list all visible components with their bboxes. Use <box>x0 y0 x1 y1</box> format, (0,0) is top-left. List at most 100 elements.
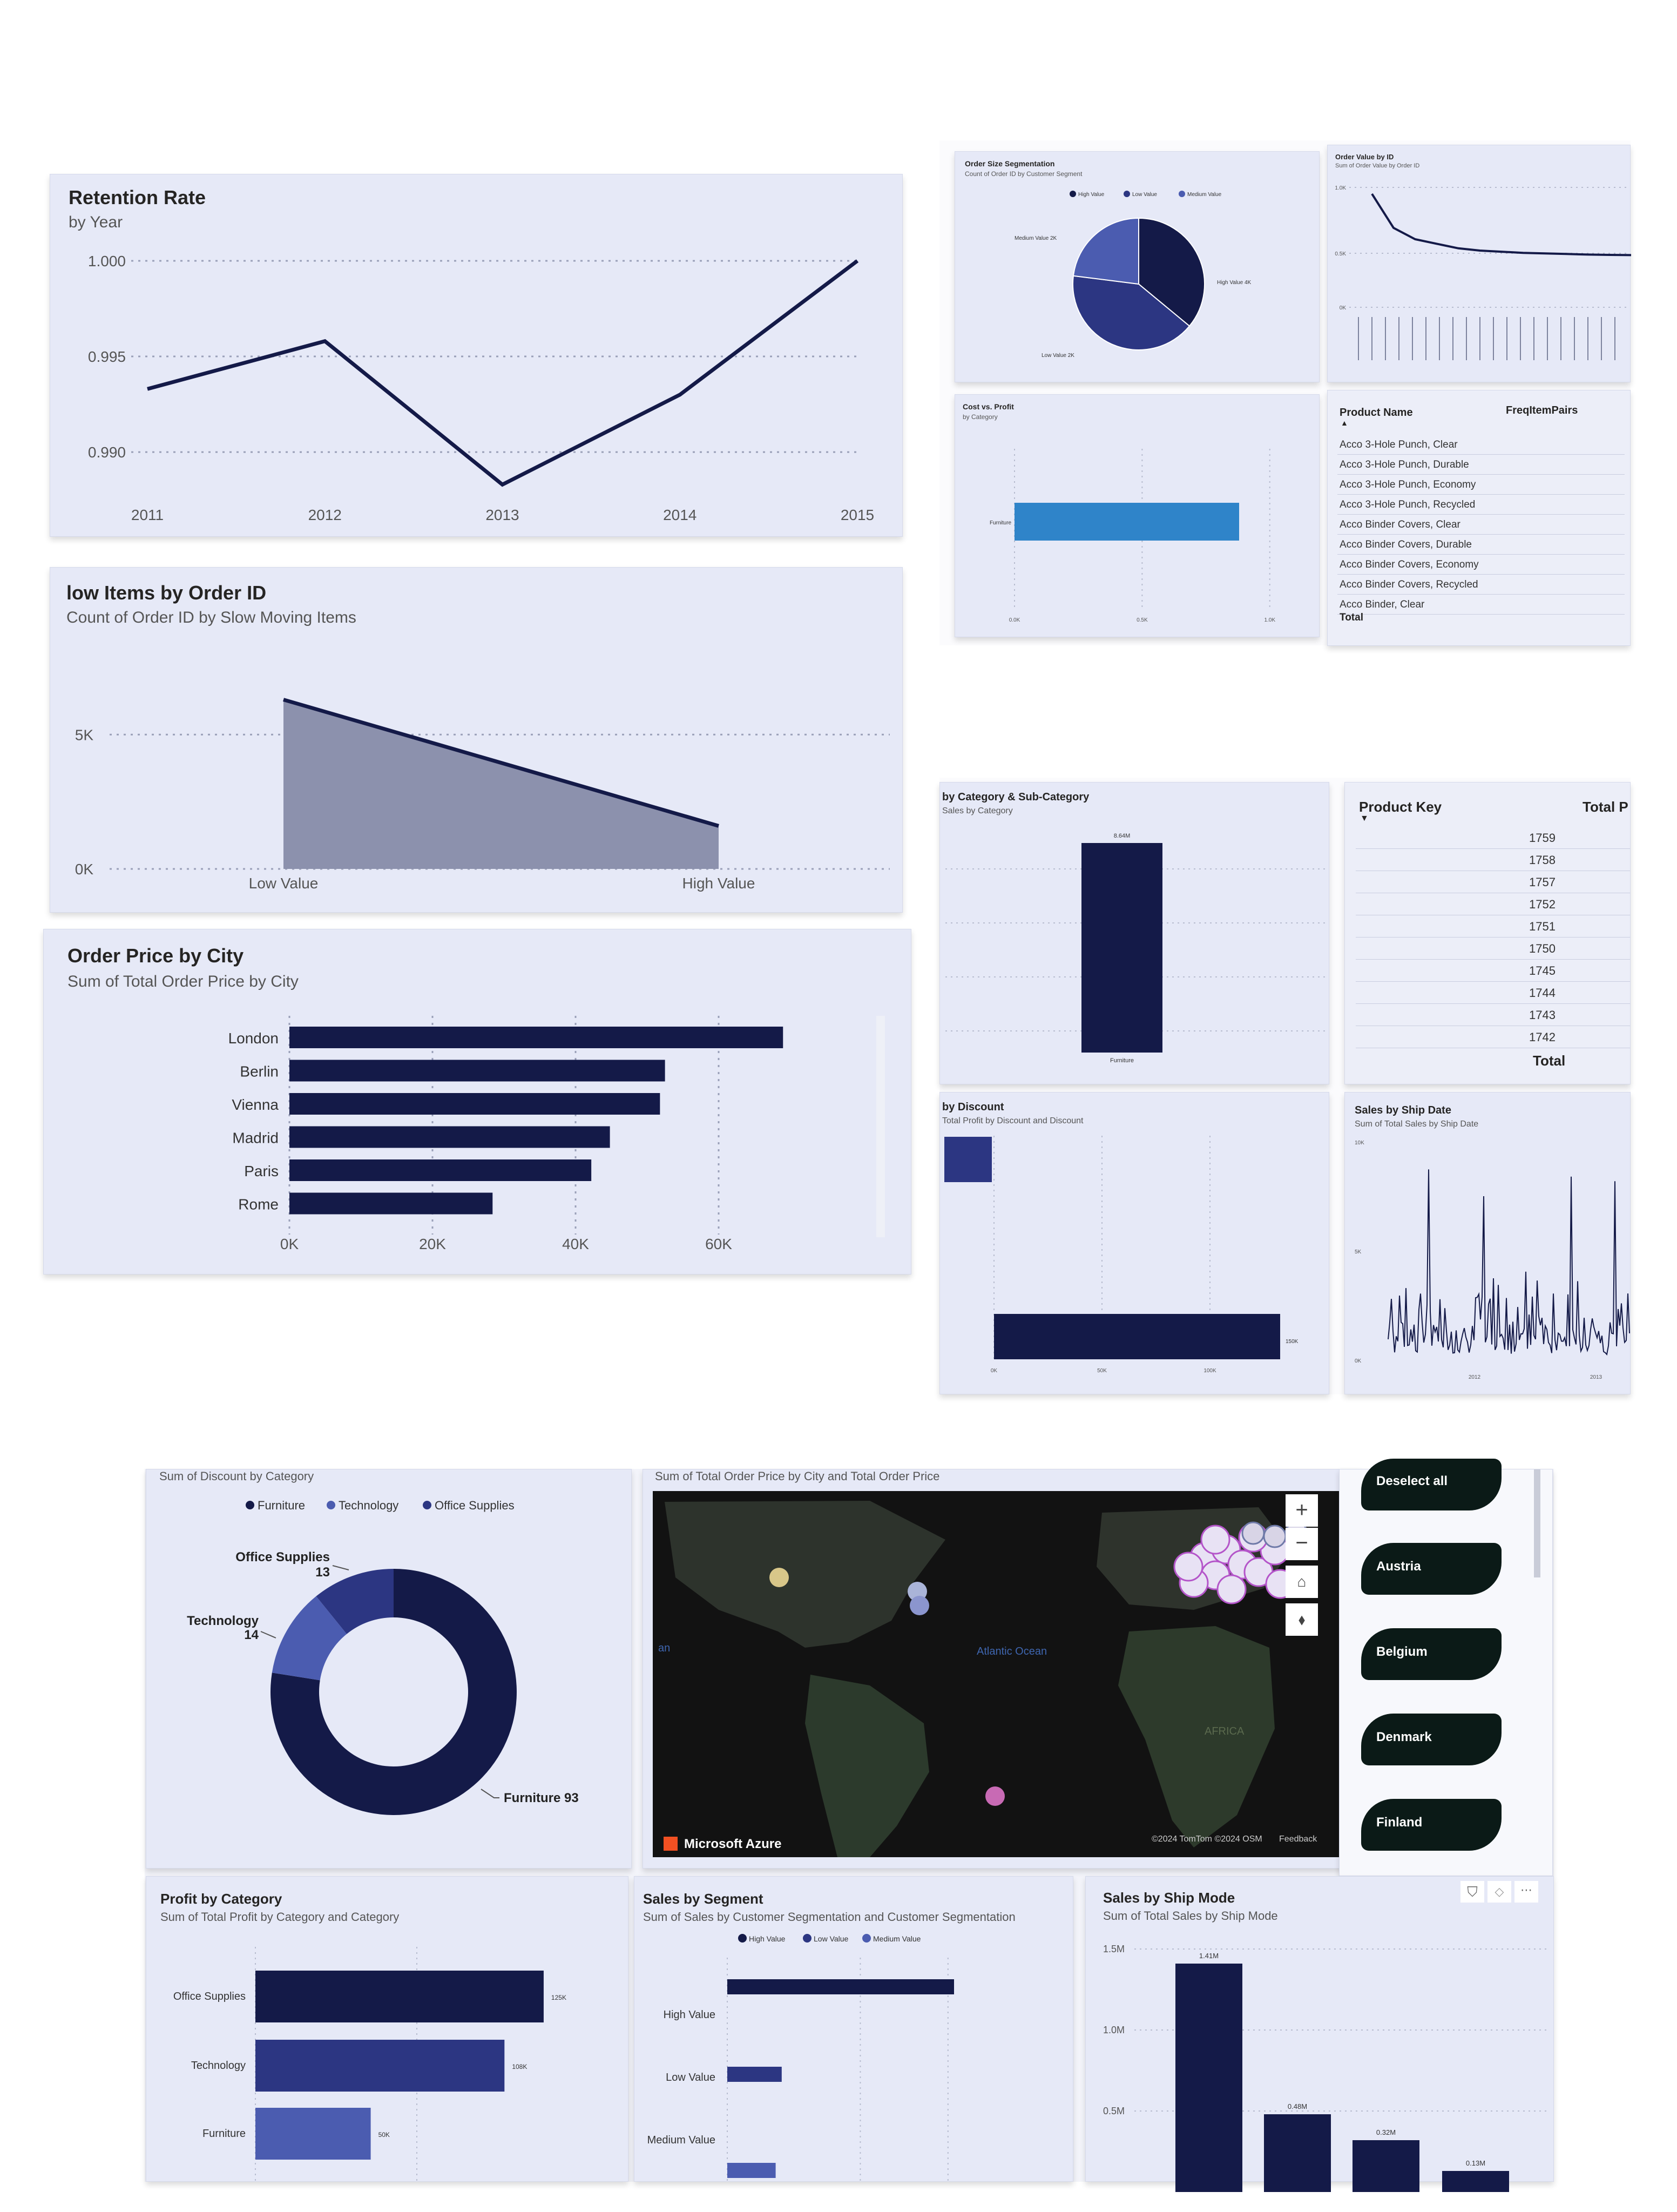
row-divider <box>1337 614 1625 615</box>
map-tilt-icon[interactable]: ⌂ <box>1286 1566 1318 1598</box>
data-label: 8.64M <box>1114 833 1131 839</box>
scrollbar-track <box>876 1016 885 1237</box>
profit-cat-subtitle: Sum of Total Profit by Category and Cate… <box>160 1910 400 1924</box>
slicer-scrollbar[interactable] <box>1534 1469 1540 1577</box>
product-key-row[interactable]: 1752 <box>1529 898 1556 911</box>
product-key-row[interactable]: 1759 <box>1529 831 1556 845</box>
row-divider <box>1337 554 1625 555</box>
map-brand: Microsoft Azure <box>684 1837 782 1851</box>
country-slicer-card[interactable]: Deselect all Austria Belgium Denmark Finlan… <box>1339 1459 1553 1876</box>
product-key-row[interactable]: 1750 <box>1529 942 1556 955</box>
order-value-card[interactable]: Order Value by ID Sum of Order Value by … <box>1327 145 1632 382</box>
pie-slice <box>1072 217 1139 285</box>
y-tick-label: 5K <box>1355 1249 1362 1255</box>
row-divider <box>1356 981 1630 982</box>
eraser-icon[interactable]: ◇ <box>1487 1881 1511 1903</box>
product-key-row[interactable]: 1744 <box>1529 986 1556 1000</box>
order-value-line <box>1371 193 1632 257</box>
freq-table-row[interactable]: Acco 3-Hole Punch, Recycled <box>1340 499 1476 510</box>
ship-mode-bar <box>1353 2140 1419 2192</box>
donut-value-tech: 14 <box>244 1628 259 1642</box>
freq-table-row[interactable]: Acco Binder, Clear <box>1340 599 1425 610</box>
map-zoom-out-button[interactable]: − <box>1286 1528 1318 1560</box>
city-bar <box>289 1126 610 1148</box>
profit-bar <box>255 2108 371 2160</box>
freq-table-row[interactable]: Acco 3-Hole Punch, Durable <box>1340 459 1469 470</box>
row-divider <box>1337 534 1625 535</box>
filter-icon[interactable]: ⛉ <box>1460 1881 1484 1903</box>
freq-table-row[interactable]: Acco Binder Covers, Recycled <box>1340 579 1478 590</box>
city-price-card[interactable]: Order Price by City Sum of Total Order P… <box>43 929 911 1274</box>
slicer-deselect-all[interactable]: Deselect all <box>1361 1459 1502 1510</box>
slicer-item-austria[interactable]: Austria <box>1361 1543 1502 1595</box>
product-key-header[interactable]: Product Key <box>1359 799 1442 815</box>
order-size-card[interactable]: Order Size Segmentation Count of Order I… <box>955 151 1320 382</box>
city-bar <box>289 1192 493 1215</box>
freq-table-card[interactable]: Product Name FreqItemPairs ▲ Acco 3-Hole… <box>1327 390 1631 646</box>
map-land-africa <box>1118 1626 1275 1847</box>
slicer-item-finland[interactable]: Finland <box>1361 1799 1502 1851</box>
y-tick-label: 0K <box>1340 305 1347 311</box>
sort-down-icon: ▼ <box>1360 814 1369 823</box>
product-key-row[interactable]: 1758 <box>1529 853 1556 867</box>
retention-rate-card[interactable]: Retention Rate by Year 1.000 0.995 0.990 20… <box>50 174 903 537</box>
freq-table-row[interactable]: Acco Binder Covers, Economy <box>1340 559 1479 570</box>
profit-cat-card[interactable]: Profit by Category Sum of Total Profit b… <box>146 1876 628 2182</box>
x-tick-label: 50K <box>1097 1368 1107 1374</box>
x-tick-label-placeholder <box>1533 317 1534 360</box>
discount-cat-subtitle: Sum of Discount by Category <box>159 1469 314 1483</box>
x-tick-label: 0K <box>991 1368 998 1374</box>
pie-data-label: High Value 4K <box>1217 280 1252 286</box>
freq-header-product[interactable]: Product Name <box>1340 407 1413 419</box>
profit-bar <box>255 2040 505 2092</box>
product-key-row[interactable]: 1751 <box>1529 920 1556 933</box>
row-divider <box>1356 959 1630 960</box>
city-bar <box>289 1060 665 1082</box>
ship-mode-card[interactable]: Sales by Ship Mode Sum of Total Sales by… <box>1085 1876 1554 2192</box>
legend-label: Furniture <box>258 1499 305 1512</box>
more-options-icon[interactable]: ⋯ <box>1514 1881 1538 1903</box>
segment-subtitle: Sum of Sales by Customer Segmentation an… <box>643 1910 1016 1924</box>
x-tick-label: Low Value <box>249 875 319 892</box>
freq-header-pairs[interactable]: FreqItemPairs <box>1506 404 1578 416</box>
x-tick-label-placeholder <box>1425 317 1426 360</box>
legend-dot <box>1179 191 1185 197</box>
freq-table-row[interactable]: Acco 3-Hole Punch, Clear <box>1340 439 1458 450</box>
slicer-item-belgium[interactable]: Belgium <box>1361 1628 1502 1680</box>
leader-line <box>481 1789 499 1798</box>
city-bar <box>289 1159 592 1181</box>
product-key-row[interactable]: 1745 <box>1529 964 1556 977</box>
discount-bar: 150K 0K 50K 100K <box>944 1136 1299 1374</box>
pie-data-label: Medium Value 2K <box>1015 235 1057 241</box>
discount-cat-card[interactable]: Sum of Discount by Category Furniture Tec… <box>146 1469 632 1869</box>
map-feedback-link[interactable]: Feedback <box>1279 1835 1317 1844</box>
total-profit-header[interactable]: Total P <box>1583 799 1628 815</box>
product-key-card[interactable]: Product Key Total P ▼ 1759 1758 1757 1752 17… <box>1344 782 1631 1084</box>
map-visual[interactable] <box>643 1469 1361 1869</box>
slow-items-area-chart: 5K 0K Low Value High Value <box>75 698 890 892</box>
legend-label: Medium Value <box>1187 192 1222 198</box>
freq-table-row[interactable]: Acco Binder Covers, Durable <box>1340 539 1472 550</box>
data-label: 108K <box>512 2063 527 2071</box>
ship-date-card[interactable]: Sales by Ship Date Sum of Total Sales by… <box>1344 1092 1631 1394</box>
discount-card[interactable]: by Discount Total Profit by Discount and… <box>939 1092 1329 1394</box>
row-divider <box>1337 454 1625 455</box>
x-tick-label-placeholder <box>1358 317 1359 360</box>
cat-sub-card[interactable]: by Category & Sub-Category Sales by Cate… <box>939 782 1329 1084</box>
product-key-row[interactable]: 1757 <box>1529 875 1556 889</box>
x-tick-label: 40K <box>562 1236 589 1252</box>
donut-label-tech: Technology <box>187 1614 259 1628</box>
freq-table-row[interactable]: Acco Binder Covers, Clear <box>1340 519 1460 530</box>
map-zoom-in-button[interactable]: + <box>1286 1494 1318 1527</box>
map-compass-icon[interactable]: ⬧ <box>1286 1603 1318 1636</box>
slow-items-card[interactable]: low Items by Order ID Count of Order ID … <box>50 567 903 913</box>
product-key-row[interactable]: 1743 <box>1529 1008 1556 1022</box>
slicer-item-denmark[interactable]: Denmark <box>1361 1714 1502 1765</box>
freq-table-row[interactable]: Acco 3-Hole Punch, Economy <box>1340 479 1476 490</box>
product-key-row[interactable]: 1742 <box>1529 1030 1556 1044</box>
map-card[interactable]: Sum of Total Order Price by City and Tot… <box>643 1469 1361 1869</box>
segment-card[interactable]: Sales by Segment Sum of Sales by Custome… <box>634 1876 1073 2182</box>
x-tick-label-placeholder <box>1412 317 1413 360</box>
x-tick-label-placeholder <box>1439 317 1440 360</box>
cost-profit-card[interactable]: Cost vs. Profit by Category 0.0K 0.5K 1.0K… <box>955 394 1320 637</box>
